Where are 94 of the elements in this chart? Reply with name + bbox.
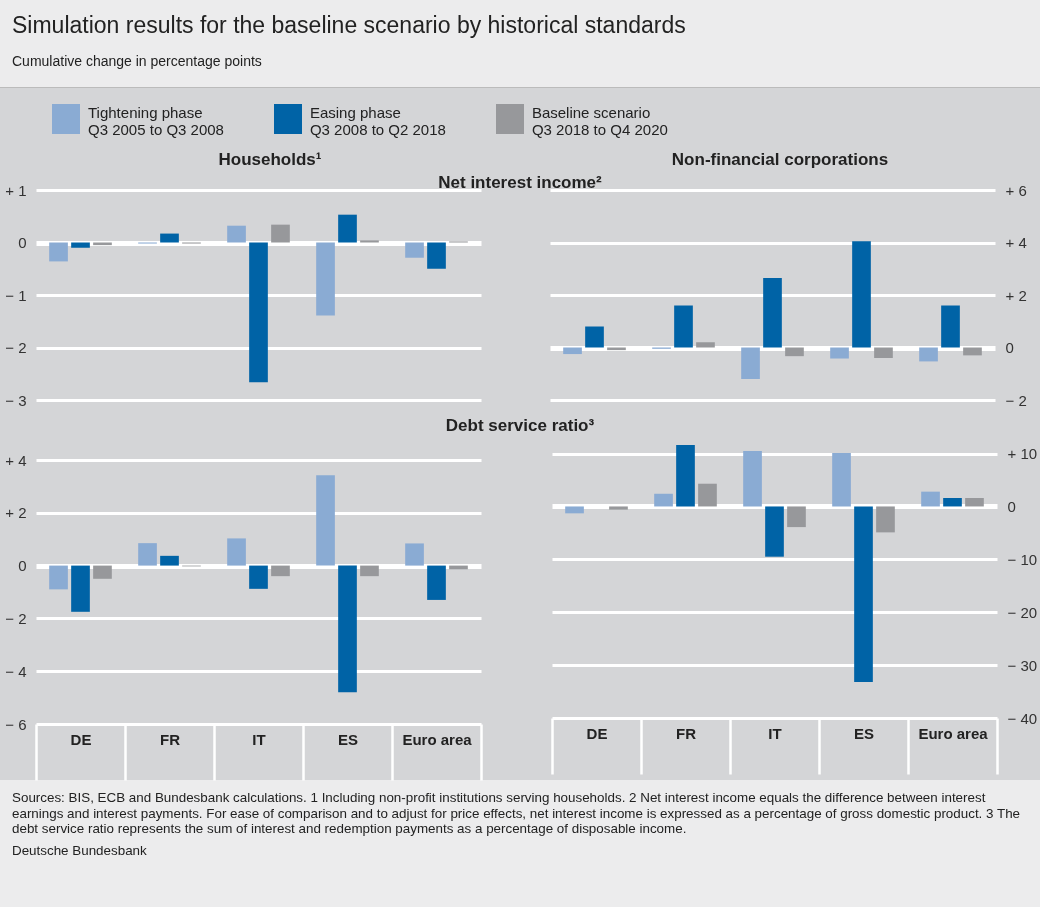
x-tick-label: DE xyxy=(586,724,608,742)
y-tick-label: − 2 xyxy=(5,339,27,356)
bar xyxy=(787,506,806,528)
x-tick-label: FR xyxy=(160,730,181,748)
bar xyxy=(427,565,446,600)
x-tick-label: DE xyxy=(70,730,92,748)
bar xyxy=(765,506,784,557)
source-note: Sources: BIS, ECB and Bundesbank calculations. 1 Including non-profit institutions serving households. 2 Net interest income equals the difference between interest earnings and interest payments. For ease of comparison and to adjust for price effects, net interest income is expressed as a percentage of gross domestic product. 3 The debt service ratio represents the sum of interest and redemption payments as a percentage of disposable income. xyxy=(12,790,1022,837)
legend-label: Easing phase Q3 2008 to Q2 2018 xyxy=(309,104,446,138)
y-tick-label: − 2 xyxy=(1005,391,1027,409)
bar xyxy=(741,347,760,379)
y-tick-label: − 20 xyxy=(1007,603,1038,621)
x-tick-label: IT xyxy=(252,730,266,748)
bar xyxy=(763,277,782,348)
bar xyxy=(360,565,379,577)
bar xyxy=(227,538,246,566)
y-tick-label: 0 xyxy=(18,557,27,575)
y-tick-label: 0 xyxy=(18,234,27,251)
bar xyxy=(943,498,962,507)
bar xyxy=(743,450,762,507)
y-tick-label: + 2 xyxy=(5,504,27,522)
bar xyxy=(785,347,804,357)
bar xyxy=(654,493,673,507)
bar xyxy=(271,224,290,243)
bar xyxy=(249,565,268,589)
bar xyxy=(874,347,893,358)
bar xyxy=(71,242,90,248)
legend-label: Tightening phase Q3 2005 to Q3 2008 xyxy=(88,104,224,138)
bar xyxy=(876,506,895,533)
y-tick-label: 0 xyxy=(1005,339,1014,356)
bar xyxy=(138,543,157,566)
bar xyxy=(919,347,938,362)
bar xyxy=(676,445,695,507)
x-tick-label: ES xyxy=(853,724,875,742)
bar xyxy=(405,242,424,258)
text: Deutsche Bundesbank xyxy=(12,842,148,858)
bar xyxy=(963,347,982,356)
bar xyxy=(405,543,424,566)
bar xyxy=(921,491,940,507)
y-tick-label: + 6 xyxy=(1005,181,1027,199)
bar xyxy=(674,305,693,348)
y-tick-label: − 6 xyxy=(5,715,27,733)
bar xyxy=(830,347,849,359)
bar xyxy=(565,506,584,514)
bar xyxy=(316,242,335,316)
bar xyxy=(71,565,90,612)
bar xyxy=(271,565,290,577)
x-tick-label: Euro area xyxy=(918,724,989,742)
text: Non-financial corporations xyxy=(670,150,890,170)
bar xyxy=(360,240,379,243)
y-tick-label: + 4 xyxy=(1005,234,1027,251)
bar xyxy=(854,506,873,683)
text: Households¹ xyxy=(217,150,323,170)
bar xyxy=(585,326,604,348)
bar xyxy=(160,555,179,566)
bar xyxy=(563,347,582,355)
x-tick-label: ES xyxy=(337,730,359,748)
bar xyxy=(609,506,628,510)
bar xyxy=(49,242,68,262)
bar xyxy=(427,242,446,269)
bar xyxy=(49,565,68,590)
chart-subtitle: Cumulative change in percentage points xyxy=(12,53,263,69)
legend-label: Baseline scenario Q3 2018 to Q4 2020 xyxy=(531,104,668,138)
bar xyxy=(227,225,246,243)
bar xyxy=(249,242,268,383)
y-tick-label: + 4 xyxy=(5,451,27,469)
bar xyxy=(338,565,357,693)
x-tick-label: IT xyxy=(768,724,782,742)
y-tick-label: − 2 xyxy=(5,609,27,627)
x-tick-label: FR xyxy=(676,724,697,742)
y-tick-label: + 2 xyxy=(1005,286,1027,304)
y-tick-label: − 4 xyxy=(5,662,27,680)
bar xyxy=(338,214,357,243)
y-tick-label: − 40 xyxy=(1007,709,1038,727)
x-tick-label: Euro area xyxy=(402,730,473,748)
bar xyxy=(941,305,960,348)
bar xyxy=(316,475,335,566)
bar xyxy=(93,565,112,579)
text: Debt service ratio³ xyxy=(444,416,596,436)
bar xyxy=(852,241,871,348)
y-tick-label: − 1 xyxy=(5,286,27,304)
bar xyxy=(696,342,715,348)
chart-title: Simulation results for the baseline scenario by historical standards xyxy=(12,11,687,39)
y-tick-label: − 30 xyxy=(1007,656,1038,674)
y-tick-label: + 10 xyxy=(1007,445,1038,463)
bar xyxy=(965,498,984,507)
y-tick-label: + 1 xyxy=(5,181,27,199)
y-tick-label: 0 xyxy=(1007,497,1016,515)
bar xyxy=(832,453,851,507)
bar xyxy=(698,483,717,507)
y-tick-label: − 3 xyxy=(5,391,27,409)
y-tick-label: − 10 xyxy=(1007,550,1038,568)
bar xyxy=(160,233,179,243)
annotation: Net interest income² xyxy=(438,173,602,192)
